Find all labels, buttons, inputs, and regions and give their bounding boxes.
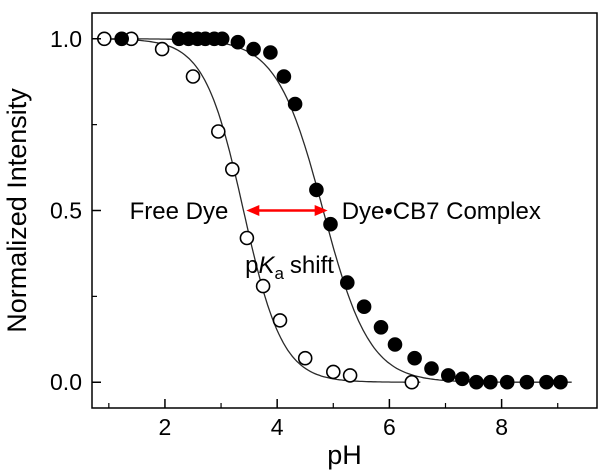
free-dye-point [154,41,170,57]
pka-k-italic: K [258,252,275,279]
x-tick-label: 2 [159,414,172,440]
complex-point [519,374,535,390]
free-dye-point [255,278,271,294]
plot-border [91,12,598,409]
complex-point [424,361,439,376]
complex-point [539,374,554,390]
complex-point [454,371,470,387]
y-tick-label: 1.0 [50,26,82,52]
y-axis-label: Normalized Intensity [2,88,32,333]
x-tick-label: 8 [495,414,508,440]
fit-curve [94,38,421,383]
complex-point [309,182,324,198]
complex-point [373,319,389,335]
axis-ticks-layer: 2 4 6 8 0.0 0.5 1.0 [50,26,559,440]
complex-point [356,299,372,315]
x-tick-label: 6 [383,414,396,440]
pka-subscript: a [274,264,284,283]
complex-point [483,374,498,390]
complex-point [230,34,246,50]
y-tick-label: 0.0 [50,369,82,395]
free-dye-point [404,374,420,390]
complex-point [499,374,515,390]
plot-frame [91,12,598,409]
complex-point [287,96,303,112]
complex-point [114,31,129,47]
free-dye-point [225,162,240,177]
complex-point [387,337,403,352]
complex-point [553,374,568,390]
arrow-head-right [314,205,328,216]
complex-annotation: Dye•CB7 Complex [342,198,541,225]
complex-point [263,45,278,60]
free-dye-point [239,230,255,246]
free-dye-point [342,368,358,383]
complex-point [214,31,230,47]
pka-rest: shift [290,252,334,279]
x-axis-label: pH [327,440,362,470]
complex-point [276,69,292,84]
complex-point [407,350,422,366]
free-dye-point [297,350,313,366]
complex-point [339,275,355,290]
pka-shift-annotation: pKa shift [245,252,334,283]
complex-point [469,374,484,390]
x-tick-label: 4 [271,414,284,440]
free-dye-annotation: Free Dye [130,198,229,225]
free-dye-point [272,313,288,328]
pka-shift-arrow [246,205,328,216]
free-dye-point [185,69,201,84]
complex-point [440,368,456,383]
free-dye-point [211,124,226,139]
free-dye-point [325,364,341,380]
data-points-layer [97,31,568,390]
complex-point [246,41,261,57]
arrow-head-left [246,205,260,216]
pka-prefix: p [245,252,258,279]
y-tick-label: 0.5 [50,198,82,224]
complex-point [323,216,338,232]
